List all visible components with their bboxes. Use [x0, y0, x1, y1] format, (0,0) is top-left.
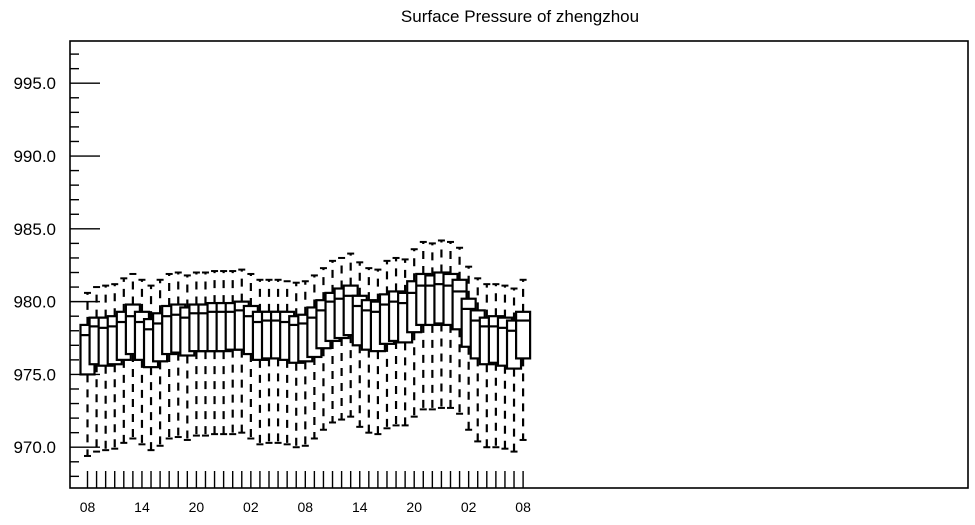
plot-area: 970.0 975.0 980.0 985.0 990.0 995.0 08 14 20 02 08…: [13, 53, 532, 515]
x-tick-label: 02: [243, 499, 259, 515]
x-tick-label: 20: [189, 499, 205, 515]
y-tick-label: 970.0: [13, 438, 56, 457]
x-tick-label: 02: [461, 499, 477, 515]
x-tick-label: 20: [406, 499, 422, 515]
x-tick-label: 08: [80, 499, 96, 515]
x-tick-label: 08: [515, 499, 531, 515]
y-tick-label: 985.0: [13, 220, 56, 239]
chart-title: Surface Pressure of zhengzhou: [401, 7, 639, 26]
y-tick-label: 980.0: [13, 293, 56, 312]
box-iqr: [514, 310, 532, 360]
y-tick-label: 975.0: [13, 365, 56, 384]
x-tick-label: 08: [298, 499, 314, 515]
y-tick-label: 990.0: [13, 147, 56, 166]
plot-frame: [69, 40, 969, 489]
y-tick-label: 995.0: [13, 74, 56, 93]
x-tick-label: 14: [352, 499, 368, 515]
x-tick-label: 14: [134, 499, 150, 515]
